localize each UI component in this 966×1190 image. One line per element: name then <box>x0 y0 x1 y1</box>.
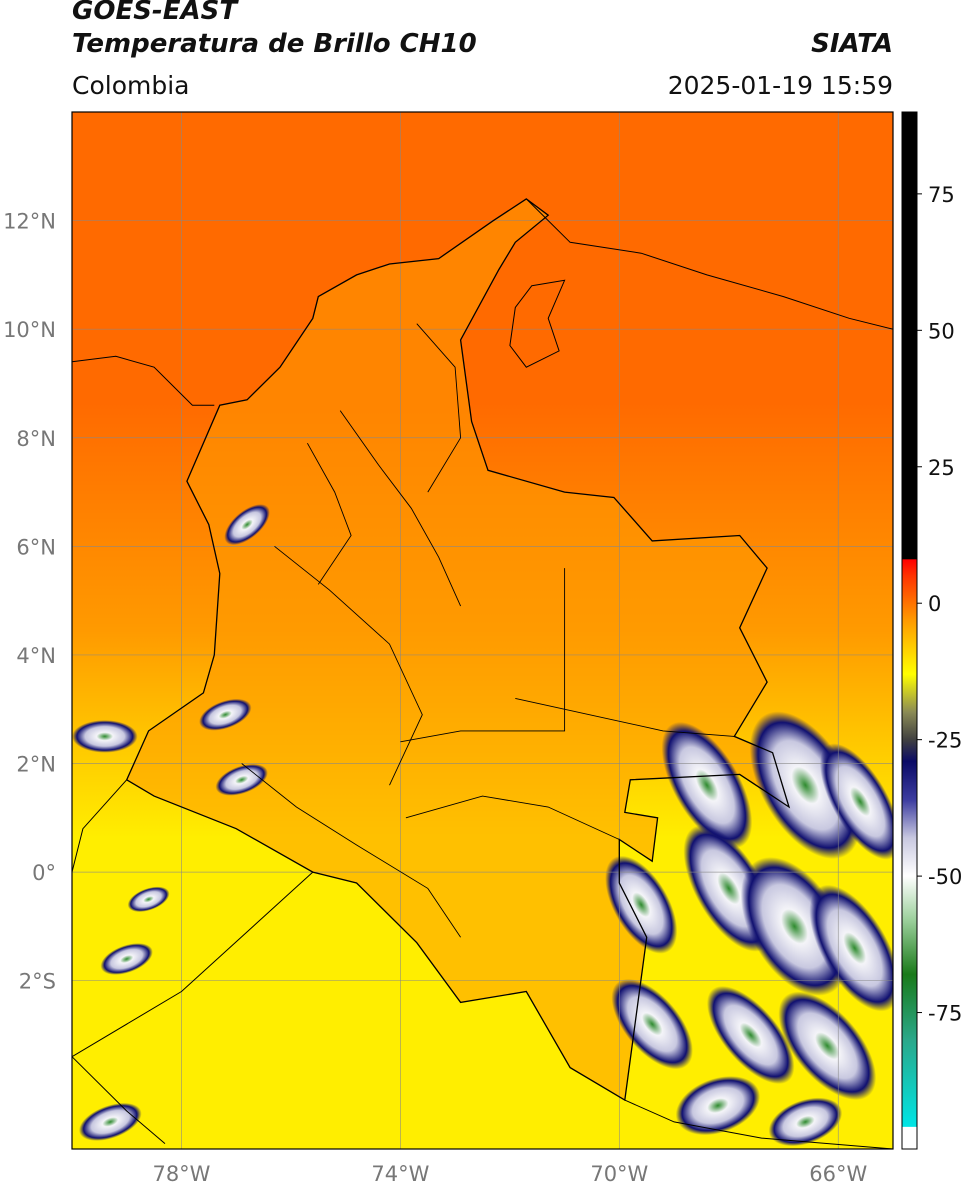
cold-cloud-14 <box>199 698 252 731</box>
satellite-title: GOES-EAST <box>72 0 238 26</box>
agency-title: SIATA <box>811 29 893 59</box>
latitude-tick-label: 0° <box>32 861 56 885</box>
department-border-6 <box>307 442 352 585</box>
cold-cloud-8 <box>706 985 795 1085</box>
latitude-tick-label: 2°N <box>16 753 56 777</box>
cold-cloud-9 <box>778 991 877 1101</box>
latitude-tick-label: 4°N <box>16 644 56 668</box>
colorbar-bar <box>901 111 918 1150</box>
cold-cloud-12 <box>72 720 138 753</box>
department-border-4 <box>405 795 620 840</box>
longitude-tick-label: 74°W <box>371 1162 429 1186</box>
borders-layer <box>72 198 893 1149</box>
department-border-5 <box>241 763 461 938</box>
latitude-tick-label: 8°N <box>16 427 56 451</box>
cold-cloud-17 <box>100 943 153 975</box>
lake-maracaibo <box>509 279 566 368</box>
latitude-tick-label: 2°S <box>19 970 56 994</box>
cold-cloud-7 <box>611 978 693 1070</box>
latitude-tick-label: 12°N <box>3 210 56 234</box>
department-border-2 <box>400 568 566 743</box>
land-warm-region <box>126 198 789 1101</box>
neighbor-border-3 <box>72 871 314 1058</box>
datetime-subtitle: 2025-01-19 15:59 <box>667 71 893 100</box>
cold-cloud-layer <box>72 504 893 1147</box>
neighbor-border-4 <box>72 1056 166 1144</box>
graticule <box>72 112 893 1149</box>
colombia-border <box>125 198 791 1102</box>
longitude-tick-label: 70°W <box>590 1162 648 1186</box>
department-border-1 <box>274 545 423 786</box>
colorbar-tick-label: -75 <box>928 1002 962 1026</box>
neighbor-border-1 <box>525 198 893 330</box>
neighbor-border-0 <box>72 355 215 406</box>
cold-cloud-0 <box>661 721 753 849</box>
longitude-tick-label: 78°W <box>152 1162 210 1186</box>
colorbar: 75 50 25 0 -25 -50 -75 <box>901 111 962 1150</box>
cold-cloud-18 <box>78 1102 142 1141</box>
department-border-0 <box>339 410 462 607</box>
latitude-tick-label: 6°N <box>16 535 56 559</box>
neighbor-border-5 <box>624 1099 893 1149</box>
longitude-labels: 78°W 74°W 70°W 66°W <box>152 1162 867 1186</box>
cold-cloud-10 <box>675 1076 761 1136</box>
cold-cloud-15 <box>215 763 268 796</box>
cold-cloud-13 <box>224 504 270 546</box>
colorbar-ticks: 75 50 25 0 -25 -50 -75 <box>917 183 962 1026</box>
cold-cloud-3 <box>605 855 678 954</box>
longitude-tick-label: 66°W <box>809 1162 867 1186</box>
latitude-labels: 12°N 10°N 8°N 6°N 4°N 2°N 0° 2°S <box>3 210 56 994</box>
cold-cloud-11 <box>768 1097 843 1147</box>
region-subtitle: Colombia <box>72 71 190 100</box>
neighbor-border-2 <box>72 779 128 873</box>
department-border-3 <box>515 697 735 737</box>
latitude-tick-label: 10°N <box>3 318 56 342</box>
cold-cloud-2 <box>819 743 893 860</box>
product-title: Temperatura de Brillo CH10 <box>72 29 477 59</box>
colorbar-tick-label: -25 <box>928 729 962 753</box>
colombia-land-fill <box>126 198 789 1101</box>
colorbar-tick-label: 0 <box>928 592 941 616</box>
colorbar-tick-label: -50 <box>928 865 962 889</box>
cold-cloud-6 <box>809 884 893 1012</box>
cold-cloud-16 <box>127 886 170 912</box>
colorbar-tick-label: 25 <box>928 456 955 480</box>
map-panel: 78°W 74°W 70°W 66°W 12°N 10°N 8°N 6°N 4°N 2°N 0° 2… <box>3 111 894 1186</box>
colorbar-tick-label: 75 <box>928 183 955 207</box>
department-border-7 <box>416 323 462 493</box>
colorbar-tick-label: 50 <box>928 319 955 343</box>
map-frame <box>71 111 894 1150</box>
